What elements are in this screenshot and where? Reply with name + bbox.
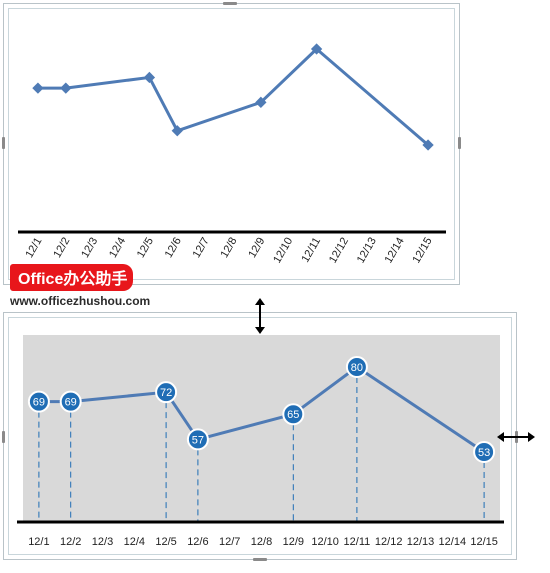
tick-label-12-8: 12/8 [218, 236, 239, 261]
tick-label-12-7: 12/7 [191, 236, 212, 261]
point-12-15 [473, 441, 496, 463]
tick-label-12-15: 12/15 [470, 536, 498, 548]
tick-label-12-2: 12/2 [51, 236, 72, 261]
resize-handle-bottom[interactable] [253, 558, 267, 561]
tick-label-12-11: 12/11 [344, 536, 371, 548]
tick-label-12-10: 12/10 [271, 236, 295, 266]
tick-label-12-10: 12/10 [311, 536, 339, 548]
data-label-12-9: 65 [287, 409, 299, 421]
point-12-1 [32, 82, 44, 94]
tick-label-12-14: 12/14 [439, 536, 467, 548]
tick-label-12-11: 12/11 [299, 236, 323, 265]
chart-top-svg: 12/1 12/2 12/3 12/4 12/5 12/6 12/7 12/8 12/9 12/1… [18, 43, 446, 266]
data-label-12-11: 80 [351, 362, 363, 374]
tick-label-12-1: 12/1 [28, 536, 49, 548]
watermark: Office办公助手 www.officezhushou.com [10, 264, 150, 308]
data-label-12-6: 57 [192, 434, 204, 446]
tick-label-12-5: 12/5 [155, 536, 176, 548]
tick-label-12-4: 12/4 [124, 536, 145, 548]
tick-label-12-3: 12/3 [92, 536, 113, 548]
watermark-badge: Office办公助手 [10, 264, 134, 291]
point-12-11 [345, 356, 368, 378]
chart-bottom-frame[interactable]: 69 69 72 57 65 80 53 12/1 12/2 12/3 12/4 12/5 12/6 12… [2, 312, 518, 561]
tick-label-12-3: 12/3 [79, 236, 100, 261]
tick-label-12-6: 12/6 [163, 236, 184, 261]
tick-label-12-15: 12/15 [411, 236, 435, 266]
tick-label-12-13: 12/13 [355, 236, 379, 266]
chart-top-area [8, 8, 455, 280]
resize-handle-right[interactable] [458, 137, 461, 149]
tick-label-12-4: 12/4 [107, 236, 128, 261]
chart-bottom-svg: 69 69 72 57 65 80 53 12/1 12/2 12/3 12/4 12/5 12/6 12… [17, 335, 504, 548]
point-12-5 [143, 71, 156, 84]
data-label-12-2: 69 [65, 397, 77, 409]
tick-label-12-6: 12/6 [187, 536, 208, 548]
data-label-12-5: 72 [160, 387, 172, 399]
series-line [37, 47, 430, 147]
watermark-url: www.officezhushou.com [10, 294, 151, 308]
tick-label-12-13: 12/13 [407, 536, 435, 548]
tick-label-12-9: 12/9 [246, 236, 267, 261]
tick-label-12-9: 12/9 [283, 536, 304, 548]
point-12-1 [27, 390, 50, 413]
chart-top-frame[interactable]: 12/1 12/2 12/3 12/4 12/5 12/6 12/7 12/8 12/9 12/1… [2, 2, 461, 285]
tick-label-12-14: 12/14 [383, 236, 407, 266]
point-12-5 [155, 381, 178, 404]
resize-handle-top[interactable] [223, 2, 237, 5]
resize-handle-left[interactable] [2, 137, 5, 149]
point-12-6 [186, 428, 209, 451]
resize-handle-left-2[interactable] [2, 431, 5, 443]
tick-label-12-8: 12/8 [251, 536, 272, 548]
data-label-12-1: 69 [33, 397, 45, 409]
data-label-12-15: 53 [478, 447, 490, 459]
plot-background [23, 335, 500, 522]
resize-arrow-vertical-icon [255, 298, 265, 334]
point-12-2 [59, 390, 82, 413]
resize-arrow-horizontal-icon [497, 432, 535, 442]
point-12-11 [310, 43, 323, 55]
tick-label-12-12: 12/12 [375, 536, 403, 548]
tick-label-12-1: 12/1 [23, 236, 44, 261]
tick-label-12-2: 12/2 [60, 536, 81, 548]
point-12-9 [282, 403, 305, 426]
point-12-2 [60, 82, 72, 94]
tick-label-12-5: 12/5 [135, 236, 156, 261]
tick-label-12-12: 12/12 [327, 236, 351, 266]
point-12-15 [422, 139, 434, 151]
tick-label-12-7: 12/7 [219, 536, 240, 548]
point-12-6 [171, 125, 183, 137]
